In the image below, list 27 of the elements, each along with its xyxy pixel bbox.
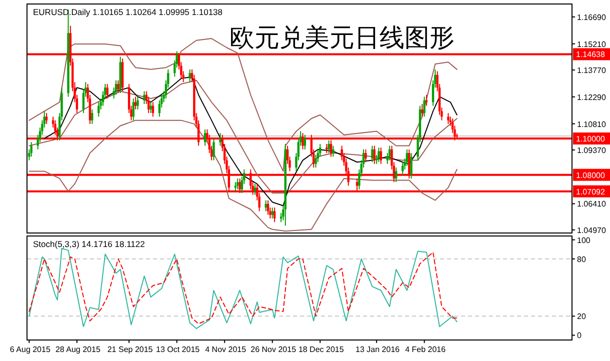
ref-line-label: 1.07092: [576, 187, 606, 196]
ref-line-label: 1.10000: [576, 134, 606, 144]
text: 欧元兑美元日线图形: [230, 24, 454, 52]
x-tick-label: 13 Oct 2015: [156, 345, 200, 354]
x-tick-label: 13 Jan 2016: [356, 345, 400, 354]
x-tick-label: 28 Aug 2015: [55, 345, 101, 354]
x-tick-label: 21 Sep 2015: [107, 345, 154, 354]
y-tick-label: 1.10810: [577, 120, 606, 129]
y-tick-label: 100: [577, 236, 591, 245]
y-tick-label: 1.09370: [577, 146, 606, 155]
y-tick-label: 1.12290: [577, 92, 606, 102]
y-tick-label: 80: [577, 254, 586, 264]
y-tick-label: 1.04970: [577, 226, 606, 235]
y-tick-label: 1.06410: [577, 200, 606, 209]
x-tick-label: 6 Aug 2015: [10, 345, 51, 354]
y-tick-label: 0: [577, 331, 582, 340]
y-tick-label: 1.16690: [577, 12, 606, 22]
y-tick-label: 20: [577, 312, 586, 322]
y-tick-label: 1.15210: [577, 40, 606, 49]
ref-line-label: 1.08000: [576, 170, 606, 180]
annotation: Stoch(5,3,3) 14.1716 18.1122: [33, 239, 146, 249]
ref-line-label: 1.14638: [576, 50, 606, 60]
x-tick-label: 26 Nov 2015: [250, 345, 297, 354]
y-tick-label: 1.13770: [577, 66, 606, 75]
x-tick-label: 18 Dec 2015: [298, 345, 344, 354]
x-tick-label: 4 Nov 2015: [205, 345, 247, 354]
x-tick-label: 4 Feb 2016: [405, 345, 446, 354]
